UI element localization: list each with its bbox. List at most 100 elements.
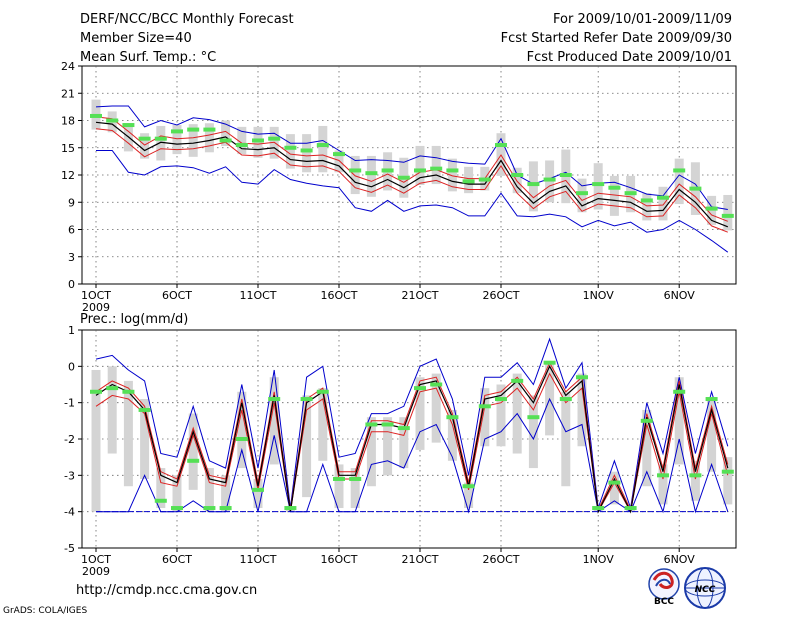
precip-spread-box-33 <box>609 471 619 505</box>
precip-obs-marker-9 <box>219 506 232 511</box>
temperature-obs-marker-5 <box>154 136 167 141</box>
precip-obs-marker-11 <box>252 487 264 492</box>
temperature-obs-marker-32 <box>592 182 605 187</box>
temperature-obs-marker-29 <box>543 177 556 182</box>
temperature-spread-box-28 <box>528 161 538 212</box>
temperature-xtick-label-2: 11OCT <box>239 289 276 302</box>
precip-obs-marker-18 <box>365 422 378 427</box>
precip-spread-box-22 <box>431 373 441 443</box>
temperature-spread-box-35 <box>642 193 652 221</box>
precip-spread-box-23 <box>447 409 457 461</box>
header-member-size: Member Size=40 <box>80 31 192 46</box>
precip-obs-marker-34 <box>624 506 637 511</box>
precip-gridlines <box>82 330 736 548</box>
precip-spread-box-38 <box>690 460 700 501</box>
footer-url[interactable]: http://cmdp.ncc.cma.gov.cn <box>76 583 257 598</box>
temperature-line-mean <box>95 121 729 228</box>
precip-spread-box-2 <box>107 366 117 454</box>
precip-obs-marker-1 <box>90 389 102 394</box>
precip-spread-box-15 <box>318 388 328 461</box>
temperature-xtick-label-7: 6NOV <box>664 289 696 302</box>
precip-spread-box-1 <box>91 369 101 512</box>
temperature-obs-marker-23 <box>446 168 459 173</box>
bcc-logo-text: BCC <box>654 597 674 607</box>
precip-y-axis: -5 -4 -3 -2 -1 0 1 <box>64 324 82 555</box>
precip-observations <box>90 360 734 511</box>
temperature-obs-marker-6 <box>171 129 183 134</box>
precip-spread-box-37 <box>674 377 684 465</box>
precip-spread-box-26 <box>496 384 506 447</box>
temperature-obs-marker-37 <box>673 168 686 173</box>
precip-obs-marker-40 <box>721 469 734 474</box>
temperature-obs-marker-15 <box>316 143 329 148</box>
precip-line-inner-upper <box>95 361 729 512</box>
precip-spread-box-35 <box>642 409 652 487</box>
precip-spread-box-8 <box>204 468 214 512</box>
temperature-obs-marker-20 <box>397 175 410 180</box>
precip-obs-marker-12 <box>268 397 281 402</box>
precip-spread-box-16 <box>334 464 344 509</box>
precip-spread-box-9 <box>221 475 231 512</box>
precip-obs-marker-8 <box>203 506 216 511</box>
precip-spread-box-24 <box>464 482 474 509</box>
temperature-line-outer-lower <box>96 150 729 253</box>
temperature-ytick-label-15: 15 <box>61 142 75 155</box>
precip-line-mean <box>95 364 729 514</box>
temperature-ytick-label-21: 21 <box>61 87 75 100</box>
precip-spread-box-10 <box>237 391 247 469</box>
precip-obs-marker-21 <box>414 386 426 391</box>
temperature-obs-marker-9 <box>219 138 232 143</box>
temperature-line-inner-lower <box>95 128 728 233</box>
temperature-gridlines <box>82 66 736 284</box>
temperature-obs-marker-39 <box>705 206 718 211</box>
temperature-obs-marker-25 <box>478 177 491 182</box>
temperature-spread-box-6 <box>172 125 182 155</box>
temperature-spread-box-10 <box>237 126 247 155</box>
header-produced-date: Fcst Produced Date 2009/10/01 <box>527 50 732 65</box>
temperature-xtick-label-6: 1NOV <box>583 289 615 302</box>
precip-obs-marker-37 <box>673 389 686 394</box>
temperature-obs-marker-8 <box>203 127 216 132</box>
precip-line-outer-upper <box>95 337 729 509</box>
precip-obs-marker-19 <box>381 422 394 427</box>
temperature-obs-marker-4 <box>138 136 151 141</box>
precip-obs-marker-5 <box>154 498 167 503</box>
precip-series-lines <box>95 337 729 514</box>
temperature-ytick-label-12: 12 <box>61 169 75 182</box>
precip-xtick-label-2: 11OCT <box>239 553 276 566</box>
temperature-spread-box-7 <box>188 124 198 157</box>
ncc-logo-text: NCC <box>695 585 716 595</box>
temperature-obs-marker-16 <box>333 152 345 157</box>
temperature-xtick-label-0: 1OCT <box>81 289 111 302</box>
temperature-panel: 0 3 6 9 12 15 18 21 24 1OCT 6OCT 11OCT 16OCT 21OCT 26… <box>61 60 737 314</box>
precip-spread-box-19 <box>383 417 393 476</box>
temperature-obs-marker-35 <box>640 198 653 203</box>
temperature-ytick-label-6: 6 <box>68 224 75 237</box>
precip-spread-box-28 <box>528 395 538 469</box>
precip-obs-marker-22 <box>430 382 443 387</box>
temperature-obs-marker-31 <box>576 191 588 196</box>
temperature-obs-marker-26 <box>495 143 507 148</box>
precip-spread-box-3 <box>123 380 133 487</box>
temperature-obs-marker-19 <box>381 168 394 173</box>
precip-spread-box-36 <box>658 464 668 505</box>
temperature-obs-marker-13 <box>284 145 297 150</box>
temperature-obs-marker-34 <box>624 191 637 196</box>
header-start-date: Fcst Started Refer Date 2009/09/30 <box>501 31 732 46</box>
header-variable: Mean Surf. Temp.: °C <box>80 50 216 65</box>
precip-obs-marker-24 <box>462 484 475 489</box>
temperature-spread-box-36 <box>658 186 668 221</box>
temperature-obs-marker-10 <box>235 143 248 148</box>
temperature-ytick-label-18: 18 <box>61 115 75 128</box>
temperature-spread-box-33 <box>609 175 619 216</box>
precip-ytick-label-0: 0 <box>68 360 75 373</box>
temperature-spread-box-22 <box>431 145 441 185</box>
temperature-spread-box-8 <box>204 123 214 153</box>
precip-obs-marker-35 <box>640 418 653 423</box>
temperature-obs-marker-30 <box>559 173 572 177</box>
precip-spread-box-25 <box>480 388 490 447</box>
temperature-obs-marker-12 <box>268 136 281 141</box>
precip-obs-marker-32 <box>592 506 605 511</box>
precip-ytick-label--4: -4 <box>64 506 75 519</box>
